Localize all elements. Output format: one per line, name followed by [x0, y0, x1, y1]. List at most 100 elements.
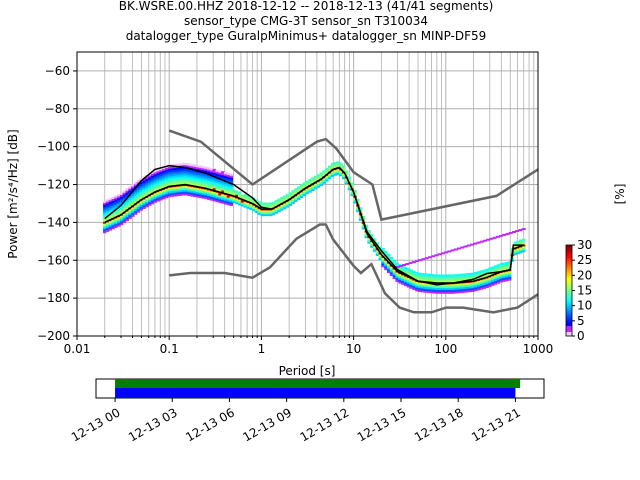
heatmap-cell [288, 194, 293, 197]
heatmap-cell [499, 266, 503, 270]
heatmap-cell [266, 210, 270, 213]
heatmap-cell [499, 272, 503, 275]
heatmap-cell [488, 280, 492, 284]
heatmap-cell [465, 290, 470, 293]
heatmap-cell [302, 182, 307, 185]
heatmap-cell [212, 191, 217, 194]
heatmap-cell [516, 250, 520, 253]
heatmap-cell [263, 211, 267, 215]
heatmap-cell [283, 197, 287, 200]
heatmap-cell [432, 277, 436, 281]
heatmap-cell [201, 184, 205, 188]
colorbar-segment [566, 308, 572, 311]
heatmap-cell [111, 200, 115, 203]
heatmap-cell [181, 181, 186, 185]
heatmap-cell [176, 182, 180, 185]
heatmap-cell [502, 277, 506, 280]
heatmap-cell [178, 189, 183, 193]
heatmap-cell [249, 203, 253, 207]
heatmap-cell [153, 200, 158, 203]
heatmap-cell [159, 186, 163, 190]
heatmap-cell [522, 247, 526, 251]
heatmap-cell [108, 215, 113, 218]
heatmap-cell [367, 241, 371, 244]
heatmap-cell [226, 199, 231, 202]
heatmap-cell [522, 242, 526, 245]
heatmap-cell [209, 194, 214, 197]
heatmap-cell [325, 169, 329, 173]
heatmap-cell [148, 182, 152, 186]
heatmap-cell [482, 280, 487, 284]
colorbar-segment [566, 249, 572, 252]
heatmap-cell [212, 176, 217, 179]
heatmap-cell [142, 178, 146, 181]
mode-curve [104, 166, 524, 284]
heatmap-cell [133, 193, 138, 196]
heatmap-cell [266, 213, 270, 217]
heatmap-cell [364, 224, 368, 227]
heatmap-cell [468, 282, 472, 285]
heatmap-cell [316, 175, 321, 179]
heatmap-cell [495, 235, 500, 238]
heatmap-cell [212, 187, 217, 191]
heatmap-cell [451, 283, 456, 287]
heatmap-cell [465, 288, 470, 291]
heatmap-cell [505, 273, 509, 276]
heatmap-cell [283, 204, 287, 208]
heatmap-cell [519, 248, 523, 252]
heatmap-cell [133, 184, 138, 187]
heatmap-cell [283, 195, 287, 198]
heatmap-cell [513, 252, 517, 256]
heatmap-cell [178, 180, 183, 183]
heatmap-cell [358, 216, 363, 219]
heatmap-cell [457, 273, 461, 277]
heatmap-cell [313, 183, 318, 186]
heatmap-cell [446, 287, 450, 291]
heatmap-cell [443, 291, 447, 294]
heatmap-cell [178, 178, 183, 181]
heatmap-cell [145, 184, 149, 187]
heatmap-cell [403, 276, 408, 279]
heatmap-cell [249, 200, 253, 203]
heatmap-cell [243, 205, 248, 208]
heatmap-cell [128, 188, 132, 191]
heatmap-cell [448, 289, 453, 292]
heatmap-cell [479, 240, 484, 243]
heatmap-cell [148, 203, 152, 206]
heatmap-cell [131, 203, 135, 206]
heatmap-cell [513, 245, 517, 248]
heatmap-cell [117, 213, 121, 216]
heatmap-cell [268, 206, 273, 209]
heatmap-cell [344, 170, 349, 173]
heatmap-cell [507, 263, 512, 266]
heatmap-cell [372, 245, 377, 249]
heatmap-cell [426, 275, 430, 278]
heatmap-cell [125, 190, 129, 193]
heatmap-cell [142, 206, 146, 209]
heatmap-cell [229, 198, 233, 201]
heatmap-cell [409, 271, 413, 274]
heatmap-cell [325, 167, 329, 171]
heatmap-cell [460, 290, 464, 293]
heatmap-cell [502, 268, 506, 271]
heatmap-cell [381, 249, 385, 253]
heatmap-cell [285, 201, 290, 204]
heatmap-cell [291, 197, 295, 201]
heatmap-cell [229, 190, 233, 193]
heatmap-cell [195, 187, 200, 191]
heatmap-cell [164, 171, 169, 174]
heatmap-cell [339, 173, 343, 177]
heatmap-cell [162, 168, 166, 171]
heatmap-cell [252, 209, 256, 212]
heatmap-cell [488, 277, 492, 280]
heatmap-cell [420, 282, 425, 285]
heatmap-cell [105, 204, 110, 208]
heatmap-cell [209, 185, 214, 188]
heatmap-cell [131, 208, 135, 212]
colorbar-segment [566, 246, 572, 249]
heatmap-cell [243, 201, 248, 204]
heatmap-cell [209, 177, 214, 180]
heatmap-cell [401, 267, 405, 270]
heatmap-cell [153, 194, 158, 198]
heatmap-cell [412, 285, 416, 289]
